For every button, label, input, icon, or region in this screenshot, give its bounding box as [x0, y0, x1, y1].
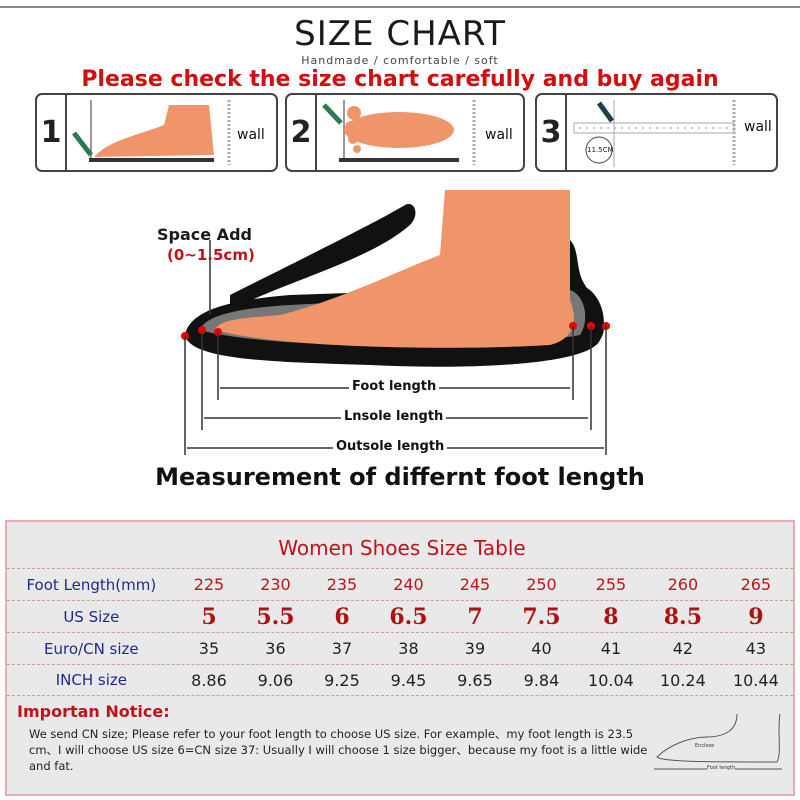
row-label: US Size — [63, 607, 120, 626]
table-cell: 9.45 — [390, 670, 427, 690]
sketch-foot-length-label: Foot length — [707, 765, 736, 771]
table-cell: 8.86 — [191, 670, 227, 690]
table-cell: 9.84 — [523, 670, 560, 690]
table-cell: 41 — [600, 639, 622, 658]
step-panel-1: 1 wall — [35, 93, 278, 172]
table-cell: 235 — [326, 575, 358, 594]
table-cell: 250 — [526, 575, 557, 594]
table-cell: 255 — [595, 575, 627, 594]
foot-length-label: Foot length — [349, 379, 440, 394]
table-cell: 225 — [193, 575, 225, 594]
table-cell: 8 — [603, 603, 619, 630]
table-cell: 10.04 — [588, 670, 634, 690]
table-cell: 42 — [672, 639, 694, 658]
table-cell: 37 — [331, 639, 353, 658]
top-divider — [0, 6, 800, 8]
wall-label: wall — [744, 119, 772, 135]
insole-length-label: Lnsole length — [341, 409, 447, 424]
measure-label: 11.5CM — [587, 146, 614, 154]
page-title: SIZE CHART — [294, 14, 506, 54]
row-label: Foot Length(mm) — [26, 575, 157, 594]
table-row-us-size: US Size 5 5.5 6 6.5 7 7.5 8 8.5 9 — [7, 600, 793, 632]
table-cell: 9 — [748, 603, 764, 630]
table-cell: 35 — [198, 639, 220, 658]
step-panel-3: 3 11.5CM wall — [535, 93, 778, 172]
table-cell: 245 — [459, 575, 491, 594]
table-cell: 265 — [740, 575, 772, 594]
page-subtitle: Handmade / comfortable / soft — [301, 54, 499, 67]
table-cell: 6 — [334, 603, 350, 630]
table-cell: 43 — [745, 639, 767, 658]
table-cell: 7.5 — [522, 603, 561, 630]
ruler-icon — [573, 100, 736, 167]
space-add-label: Space Add — [157, 225, 252, 244]
table-cell: 10.24 — [659, 670, 706, 690]
row-label: INCH size — [55, 671, 127, 689]
table-cell: 6.5 — [389, 603, 428, 630]
diagram-caption: Measurement of differnt foot length — [155, 463, 645, 491]
table-cell: 36 — [265, 639, 286, 658]
step-number: 1 — [37, 95, 67, 170]
table-cell: 7 — [467, 603, 483, 630]
size-table: Women Shoes Size Table Foot Length(mm) 2… — [5, 520, 795, 796]
table-cell: 38 — [398, 639, 419, 658]
warning-banner: Please check the size chart carefully an… — [81, 67, 719, 92]
table-cell: 260 — [667, 575, 699, 594]
table-cell: 230 — [260, 575, 291, 594]
notice-text: We send CN size; Please refer to your fo… — [29, 727, 648, 773]
table-cell: 9.65 — [457, 670, 493, 690]
step-number: 3 — [537, 95, 567, 170]
shoe-foot-diagram — [181, 190, 610, 455]
wall-label: wall — [237, 127, 265, 143]
space-add-range: (0~1.5cm) — [167, 246, 255, 264]
foot-top-icon — [322, 100, 476, 165]
outsole-length-label: Outsole length — [333, 439, 448, 454]
table-cell: 240 — [393, 575, 424, 594]
table-cell: 40 — [531, 639, 552, 658]
foot-side-icon — [72, 100, 231, 165]
table-row-foot-length: Foot Length(mm) 225 230 235 240 245 250 … — [7, 568, 793, 600]
notice-heading: Importan Notice: — [17, 702, 170, 721]
step-panel-2: 2 wall — [285, 93, 525, 172]
sketch-enclose-label: Enclose — [695, 743, 715, 749]
table-cell: 5 — [201, 603, 217, 630]
table-title: Women Shoes Size Table — [278, 536, 526, 560]
table-cell: 10.44 — [732, 670, 779, 690]
step-number: 2 — [287, 95, 317, 170]
table-cell: 39 — [464, 639, 486, 658]
table-cell: 5.5 — [256, 603, 295, 630]
table-cell: 8.5 — [663, 603, 703, 630]
table-cell: 9.25 — [324, 670, 360, 690]
table-cell: 9.06 — [257, 670, 294, 690]
table-row-euro-size: Euro/CN size 35 36 37 38 39 40 41 42 43 — [7, 632, 793, 664]
wall-label: wall — [485, 127, 513, 143]
table-row-inch-size: INCH size 8.86 9.06 9.25 9.45 9.65 9.84 … — [7, 664, 793, 696]
row-label: Euro/CN size — [44, 639, 139, 658]
